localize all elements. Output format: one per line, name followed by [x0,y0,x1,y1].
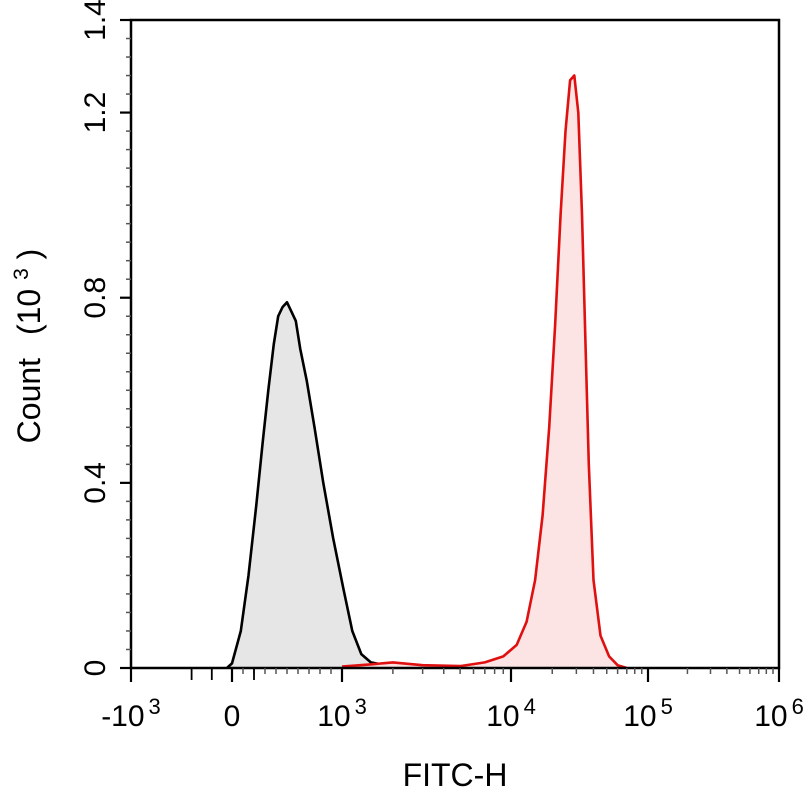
y-tick-label: 0.4 [79,462,112,504]
x-tick-label: -10 3 [101,694,161,733]
plot-frame [129,18,781,670]
y-axis-unit-close: ) [11,249,47,260]
x-tick-base: 10 [317,700,350,733]
series-2-line [341,74,628,670]
x-tick-exp: 6 [792,694,804,719]
y-axis-unit-base: (10 [11,289,47,335]
x-tick-base: 0 [224,700,241,733]
x-tick-label: 10 5 [623,694,673,733]
series-1 [226,301,461,670]
x-tick-exp: 5 [661,694,673,719]
series-2-fill [342,75,627,668]
series-1-fill [226,302,461,668]
x-tick-label: 10 3 [317,694,367,733]
x-tick-label: 10 6 [754,694,804,733]
y-tick-label: 0 [79,660,112,677]
x-tick-exp: 3 [149,694,161,719]
y-axis-unit-exp: 3 [10,268,33,280]
series-2 [341,74,628,670]
x-tick-base: 10 [623,700,656,733]
x-tick-base: 10 [486,700,519,733]
x-axis-title: FITC-H [403,757,508,793]
x-tick-label: 10 4 [486,694,536,733]
y-tick-label: 1.4 [79,0,112,41]
x-tick-exp: 4 [524,694,536,719]
x-tick-base: 10 [754,700,787,733]
x-tick-base: -10 [101,700,144,733]
x-tick-label: 0 [224,700,241,733]
y-tick-label: 1.2 [79,92,112,134]
axes-layer: 00.40.81.21.4-10 3 0 10 3 10 4 10 5 10 6 [79,0,804,733]
series-layer [226,74,628,670]
y-axis-title-label: Count [11,358,47,444]
x-tick-exp: 3 [355,694,367,719]
y-tick-label: 0.8 [79,277,112,319]
y-axis-title: Count (10 3 ) [0,249,47,444]
